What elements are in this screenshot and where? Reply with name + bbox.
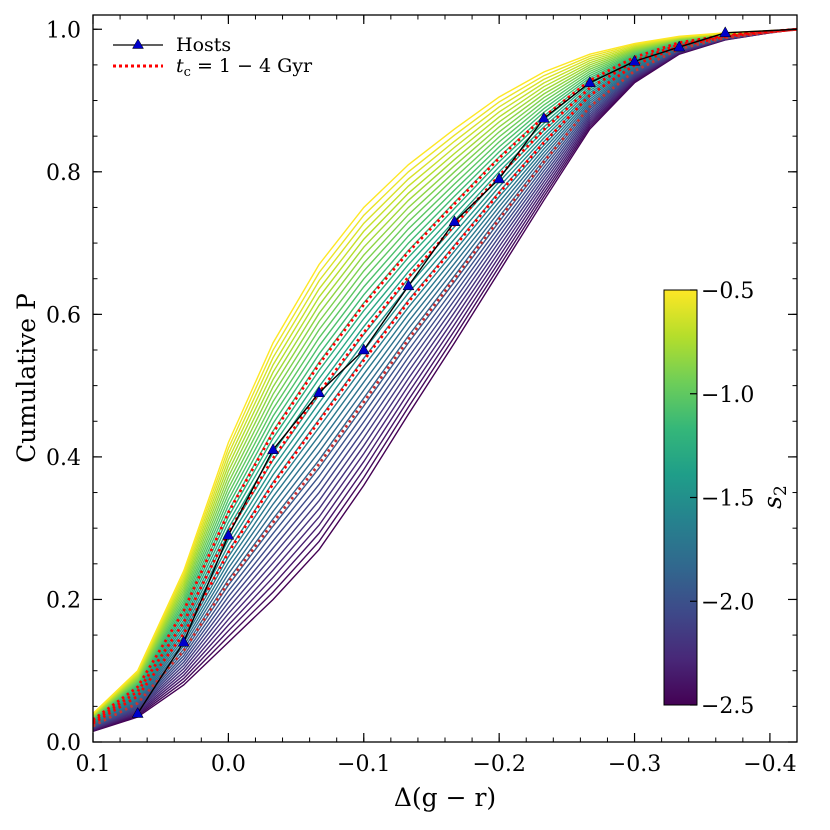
hosts-marker — [537, 111, 550, 123]
hosts-marker — [448, 215, 461, 226]
hosts-marker — [402, 279, 415, 291]
hosts-marker — [357, 343, 370, 355]
y-axis-label: Cumulative P — [12, 293, 41, 463]
y-tick-label: 0.0 — [46, 731, 81, 756]
colorbar-tick-label: −0.5 — [701, 279, 754, 304]
colorbar-tick-label: −1.5 — [701, 487, 754, 512]
y-tick-label: 1.0 — [46, 18, 81, 43]
colorbar-ticks: −0.5 −1.0 −1.5 −2.0 −2.5 — [690, 279, 754, 719]
tc-curve — [93, 27, 797, 721]
axis-ticks: 0.1 0.0 −0.1 −0.2 −0.3 −0.40.00.20.40.60.81.0 — [46, 15, 797, 777]
y-tick-label: 0.6 — [46, 303, 81, 328]
hosts-marker — [673, 40, 686, 52]
legend-model-rest: = 1 − 4 Gyr — [191, 55, 313, 77]
legend-hosts-marker — [132, 38, 144, 49]
colorbar-label-sub: 2 — [771, 485, 791, 496]
hosts-series — [131, 26, 798, 718]
x-tick-label: −0.2 — [472, 752, 525, 777]
tc-curve — [93, 27, 797, 728]
hosts-marker — [583, 76, 596, 87]
x-axis-label: Δ(g − r) — [394, 783, 496, 812]
model-curve — [93, 28, 797, 714]
legend-model-sub: c — [184, 65, 191, 80]
hosts-marker — [493, 172, 506, 184]
hosts-marker — [177, 635, 190, 647]
colorbar-tick-label: −2.0 — [701, 590, 754, 615]
legend: Hosts tc = 1 − 4 Gyr — [113, 34, 313, 80]
hosts-marker — [131, 706, 144, 718]
x-tick-label: −0.4 — [743, 752, 796, 777]
x-tick-label: −0.1 — [337, 752, 390, 777]
hosts-marker — [719, 26, 732, 38]
x-tick-label: 0.1 — [76, 752, 111, 777]
x-tick-label: −0.3 — [608, 752, 661, 777]
legend-model-var: t — [176, 55, 184, 77]
hosts-marker — [313, 386, 326, 398]
x-tick-label: 0.0 — [211, 752, 246, 777]
colorbar-label-var: s — [758, 496, 787, 509]
colorbar: −0.5 −1.0 −1.5 −2.0 −2.5 s2 — [663, 279, 791, 719]
colorbar-tick-label: −2.5 — [701, 694, 754, 719]
hosts-marker — [222, 528, 235, 540]
hosts-marker — [628, 54, 641, 66]
legend-model-label: tc = 1 − 4 Gyr — [176, 55, 313, 80]
y-tick-label: 0.8 — [46, 161, 81, 186]
y-tick-label: 0.4 — [46, 446, 81, 471]
legend-hosts-label: Hosts — [176, 34, 231, 56]
colorbar-tick-label: −1.0 — [701, 383, 754, 408]
hosts-marker — [267, 443, 279, 455]
y-axis-label-text: Cumulative P — [12, 293, 41, 463]
colorbar-label: s2 — [758, 485, 791, 509]
y-tick-label: 0.2 — [46, 588, 81, 613]
